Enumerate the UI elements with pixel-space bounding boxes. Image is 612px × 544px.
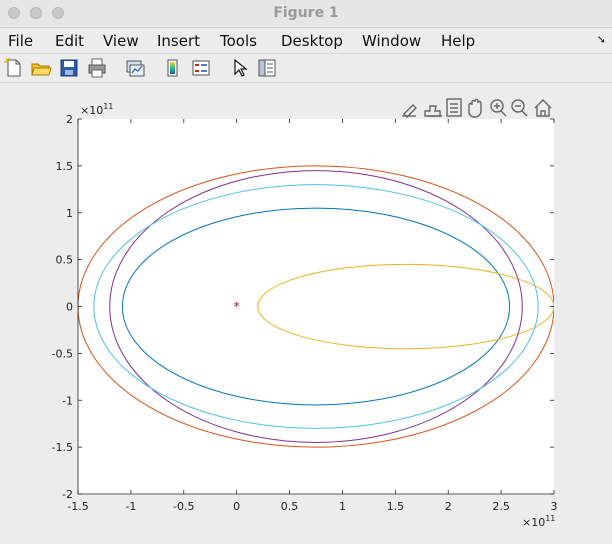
menu-window[interactable]: Window	[362, 32, 422, 50]
y-tick-label: 2	[66, 113, 73, 126]
x-tick-label: 0	[233, 500, 240, 513]
menu-insert[interactable]: Insert	[157, 32, 201, 50]
legend-icon[interactable]	[190, 57, 212, 79]
figure-canvas: * -1.5 -1 -0.5 0 0.5 1 1.5 2 2.5 3 -2 -1.5 -1 -0.5 0 0…	[0, 83, 612, 540]
home-icon[interactable]	[534, 99, 552, 117]
x-tick-label: 1	[339, 500, 346, 513]
menu-file[interactable]: File	[8, 32, 34, 50]
minimize-button[interactable]	[30, 7, 42, 19]
x-tick-label: 0.5	[281, 500, 299, 513]
x-tick-labels: -1.5 -1 -0.5 0 0.5 1 1.5 2 2.5 3	[67, 500, 557, 513]
y-tick-label: -1.5	[52, 441, 73, 454]
close-button[interactable]	[8, 7, 20, 19]
y-tick-label: 1	[66, 207, 73, 220]
save-icon[interactable]	[58, 57, 80, 79]
x-exponent-label: ×1011	[522, 514, 555, 529]
plot-svg: * -1.5 -1 -0.5 0 0.5 1 1.5 2 2.5 3 -2-1.5-1-0.500…	[52, 98, 558, 529]
datatip-icon[interactable]	[446, 98, 462, 117]
x-tick-label: -1.5	[67, 500, 88, 513]
figure-toolbar	[0, 54, 612, 83]
x-tick-label: 2	[445, 500, 452, 513]
menu-help[interactable]: Help	[441, 32, 476, 50]
data-brush-icon[interactable]	[424, 105, 442, 117]
origin-marker[interactable]: *	[234, 300, 240, 314]
orbit-curve-1[interactable]	[121, 207, 511, 406]
orbit-curve-2[interactable]	[78, 165, 554, 448]
y-tick-label: 1.5	[56, 160, 74, 173]
dock-arrow-icon[interactable]: ➘	[596, 33, 606, 46]
axes-background[interactable]	[78, 119, 554, 494]
y-tick-label: 0.5	[56, 254, 74, 267]
axes-toolbar	[402, 98, 552, 118]
window-titlebar: Figure 1	[0, 0, 612, 28]
open-file-icon[interactable]	[30, 57, 52, 79]
print-icon[interactable]	[86, 57, 108, 79]
window-title: Figure 1	[273, 5, 339, 21]
y-exponent-label: ×1011	[80, 102, 113, 117]
curves-layer: *	[78, 165, 554, 448]
y-tick-label: -2	[62, 488, 73, 501]
menubar: File Edit View Insert Tools Desktop Wind…	[0, 28, 612, 54]
menu-tools[interactable]: Tools	[220, 32, 257, 50]
edit-brush-icon[interactable]	[402, 104, 417, 118]
property-inspector-icon[interactable]	[256, 57, 278, 79]
y-tick-label: -1	[62, 394, 73, 407]
zoom-in-icon[interactable]	[490, 99, 507, 117]
zoom-out-icon[interactable]	[511, 99, 528, 117]
y-tick-labels: -2 -1.5 -1 -0.5 0 0.5 1 1.5 2	[52, 113, 73, 501]
menu-view[interactable]: View	[103, 32, 139, 50]
x-tick-label: 1.5	[387, 500, 405, 513]
pointer-icon[interactable]	[228, 57, 250, 79]
new-figure-icon[interactable]	[3, 57, 25, 79]
y-tick-label: 0	[66, 301, 73, 314]
pan-hand-icon[interactable]	[468, 98, 482, 118]
x-tick-label: -1	[125, 500, 136, 513]
x-tick-label: -0.5	[173, 500, 194, 513]
orbit-curve-5[interactable]	[93, 184, 539, 429]
axis-lines	[77, 118, 555, 495]
x-tick-label: 2.5	[492, 500, 510, 513]
y-tick-label: -0.5	[52, 347, 73, 360]
x-tick-label: 3	[551, 500, 558, 513]
colorbar-icon[interactable]	[162, 57, 184, 79]
zoom-button[interactable]	[52, 7, 64, 19]
link-plot-icon[interactable]	[124, 57, 146, 79]
orbit-curve-4[interactable]	[109, 170, 523, 443]
menu-edit[interactable]: Edit	[55, 32, 85, 50]
menu-desktop[interactable]: Desktop	[281, 32, 343, 50]
